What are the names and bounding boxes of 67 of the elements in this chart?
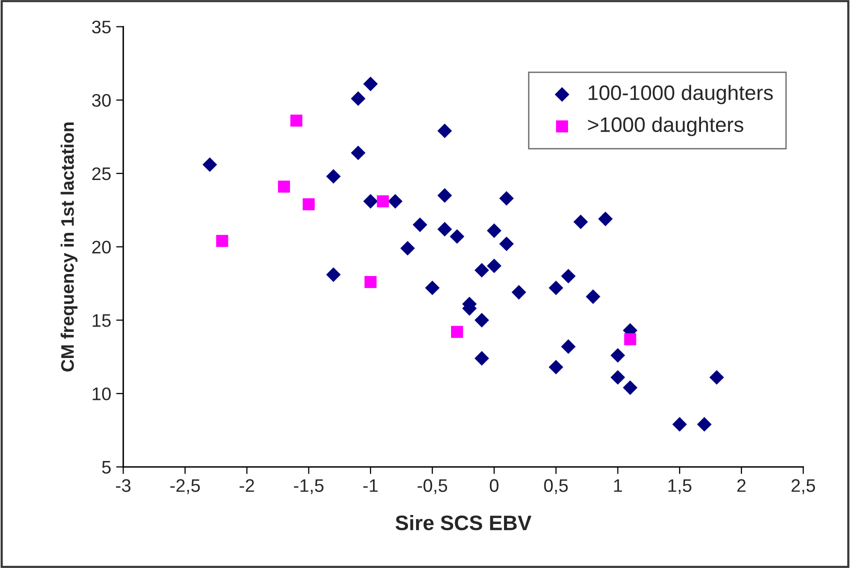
- point: [561, 339, 576, 354]
- point: [697, 417, 712, 432]
- point: [437, 188, 452, 203]
- point: [425, 280, 440, 296]
- point: [598, 212, 613, 226]
- point: [437, 124, 452, 138]
- x-tick-label: -2,5: [170, 479, 200, 494]
- point: [326, 169, 341, 184]
- point: [363, 76, 378, 92]
- point: [474, 351, 490, 366]
- x-tick-label: -1: [363, 479, 378, 492]
- y-tick-label: 25: [92, 167, 111, 180]
- x-tick-label: 2,5: [792, 479, 816, 494]
- point: [486, 223, 502, 238]
- point: [709, 370, 724, 385]
- point: [450, 229, 464, 244]
- x-tick-label: 0,5: [544, 479, 568, 494]
- legend-label: 100-1000 daughters: [588, 84, 773, 104]
- point: [548, 280, 564, 296]
- point: [412, 218, 428, 232]
- y-tick-label: 20: [92, 240, 111, 254]
- x-axis-title: Sire SCS EBV: [396, 514, 532, 530]
- point: [350, 91, 366, 106]
- point: [622, 380, 638, 395]
- point: [451, 326, 464, 338]
- x-tick-label: -2: [240, 479, 254, 492]
- point: [376, 195, 389, 208]
- x-tick-label: -0,5: [418, 479, 448, 494]
- x-tick-label: 2: [737, 479, 746, 492]
- point: [400, 240, 415, 256]
- x-tick-label: 1: [614, 479, 622, 492]
- point: [672, 417, 687, 432]
- point: [216, 234, 228, 247]
- point: [486, 258, 502, 274]
- point: [290, 114, 302, 127]
- point: [326, 267, 341, 282]
- point: [548, 360, 564, 374]
- point: [474, 262, 490, 278]
- point: [624, 333, 636, 346]
- point: [363, 194, 378, 209]
- y-tick-label: 15: [92, 314, 111, 327]
- point: [474, 312, 490, 328]
- point: [499, 236, 514, 252]
- point: [388, 194, 403, 209]
- x-tick-label: -3: [116, 479, 130, 492]
- point: [499, 191, 514, 206]
- point: [278, 180, 290, 193]
- y-tick-label: 5: [102, 461, 111, 474]
- legend-label: >1000 daughters: [588, 116, 744, 136]
- x-tick-label: 1,5: [668, 479, 692, 494]
- point: [350, 146, 366, 160]
- point: [610, 348, 626, 363]
- point: [437, 222, 452, 236]
- x-tick-label: 0: [490, 479, 498, 492]
- point: [302, 198, 315, 210]
- point: [512, 285, 526, 300]
- y-tick-label: 10: [92, 387, 111, 400]
- point: [364, 276, 377, 288]
- point: [202, 157, 218, 172]
- point: [573, 214, 588, 230]
- point: [610, 370, 626, 385]
- y-tick-label: 35: [92, 20, 111, 34]
- y-tick-label: 30: [92, 94, 111, 107]
- point: [561, 268, 576, 284]
- y-axis-title: CM frequency in 1st lactation: [60, 122, 78, 372]
- point: [586, 289, 600, 304]
- x-tick-label: -1,5: [294, 479, 324, 494]
